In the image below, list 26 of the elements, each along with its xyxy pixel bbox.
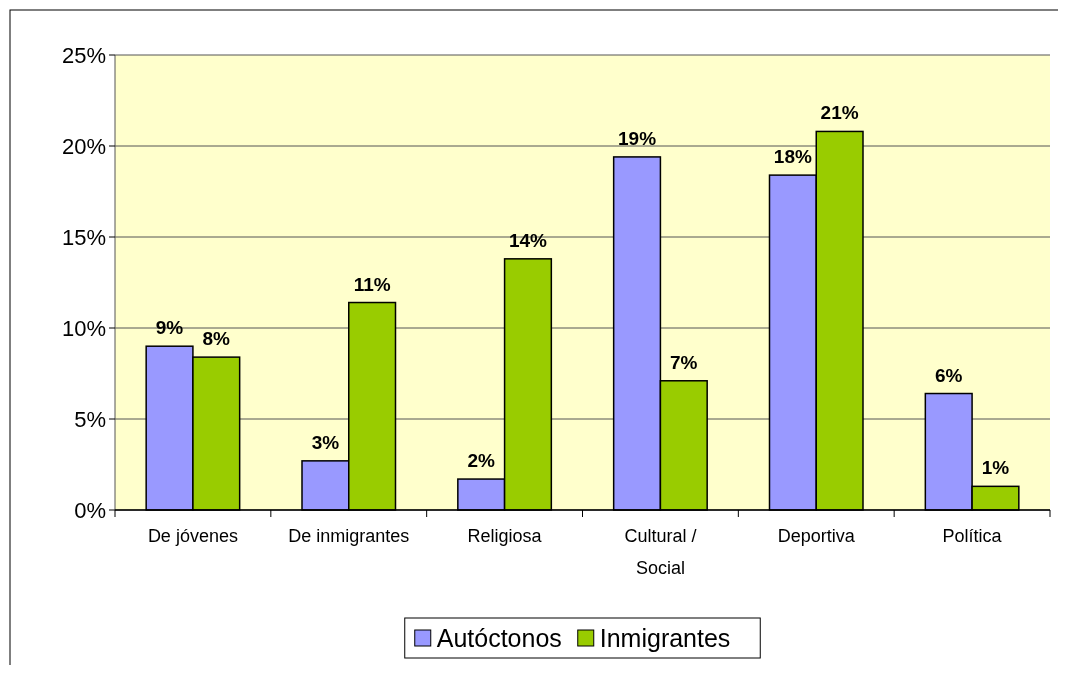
x-tick-label: Cultural / Social (624, 526, 697, 578)
data-label: 11% (353, 273, 391, 295)
x-tick-label: De inmigrantes (288, 526, 410, 546)
y-tick-label: 20% (61, 133, 106, 159)
x-tick-label: Religiosa (467, 526, 543, 546)
x-tick-label: Deportiva (777, 526, 856, 546)
data-label: 14% (508, 229, 548, 251)
y-tick-label: 5% (74, 406, 106, 432)
data-label: 1% (981, 457, 1010, 479)
data-label: 21% (820, 102, 859, 124)
data-label: 8% (202, 328, 231, 350)
y-tick-label: 0% (74, 497, 106, 523)
y-tick-label: 25% (61, 42, 106, 68)
x-tick-label: Política (942, 526, 1003, 546)
data-label: 9% (155, 317, 184, 339)
legend-label: Autóctonos (436, 623, 562, 652)
data-label: 2% (467, 450, 496, 472)
legend-label: Inmigrantes (599, 623, 731, 652)
data-label: 18% (773, 146, 812, 168)
data-label: 19% (618, 127, 657, 149)
data-label: 3% (311, 431, 340, 453)
y-tick-label: 10% (61, 315, 106, 341)
y-tick-label: 15% (61, 224, 106, 250)
data-label: 7% (670, 351, 698, 373)
data-label: 6% (934, 364, 963, 386)
x-tick-label: De jóvenes (147, 526, 238, 546)
